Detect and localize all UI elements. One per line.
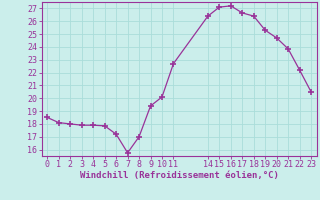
X-axis label: Windchill (Refroidissement éolien,°C): Windchill (Refroidissement éolien,°C) xyxy=(80,171,279,180)
